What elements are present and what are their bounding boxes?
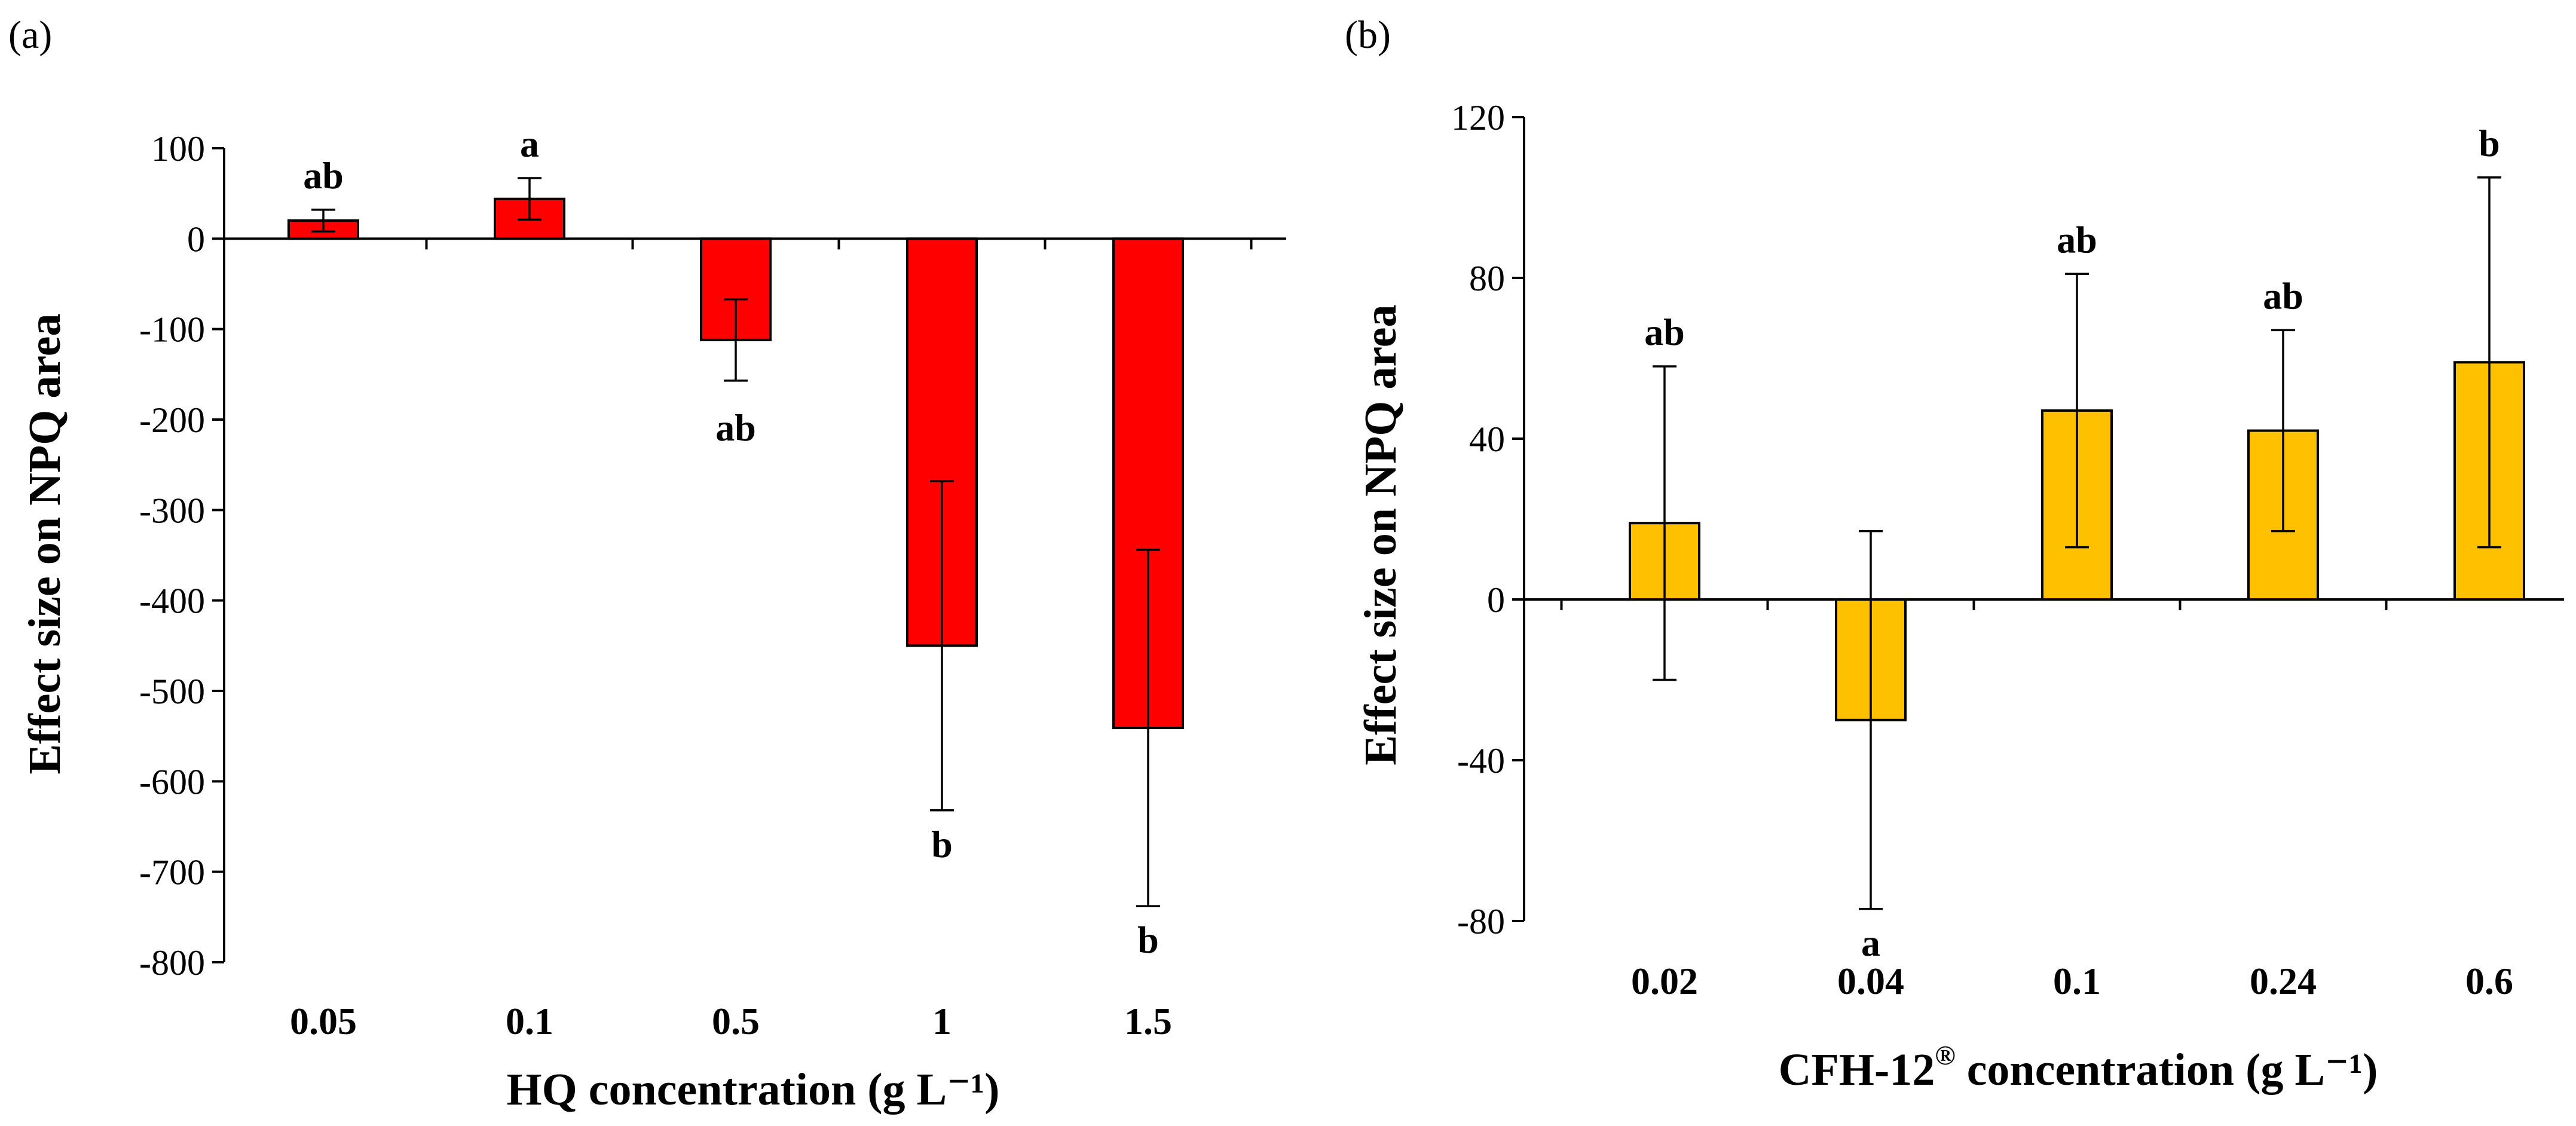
panel-b-category-label: 0.02 (1631, 960, 1698, 1002)
panel-b-y-tick-label: 120 (1451, 98, 1505, 137)
panel-a-category-label: 1.5 (1124, 1000, 1172, 1042)
panel-b-significance-label: ab (2057, 218, 2097, 261)
panel-b-significance-label: a (1861, 922, 1880, 964)
panel-a-y-tick-label: -700 (139, 853, 205, 892)
panel-b-label: (b) (1345, 13, 1391, 57)
panel-b-y-tick-label: -80 (1457, 902, 1505, 941)
panel-b-y-tick-label: 0 (1487, 580, 1505, 620)
panel-b-category-label: 0.24 (2250, 960, 2317, 1002)
panel-a-y-tick-label: 0 (187, 219, 205, 259)
panel-a-significance-label: ab (303, 154, 344, 197)
panel-b-y-tick-label: 40 (1469, 420, 1505, 459)
panel-a-significance-label: b (1137, 919, 1159, 961)
panel-a-y-tick-label: -200 (139, 400, 205, 440)
panel-a-y-tick-label: -100 (139, 310, 205, 350)
panel-a: (a) Effect size on NPQ area HQ concentra… (8, 13, 1286, 1115)
panel-a-y-tick-label: -800 (139, 943, 205, 983)
panel-a-y-tick-label: -300 (139, 491, 205, 530)
panel-a-y-tick-label: -500 (139, 672, 205, 711)
panel-b: (b) Effect size on NPQ area CFH-12® conc… (1345, 13, 2564, 1095)
panel-a-significance-label: a (520, 123, 539, 165)
panel-b-y-tick-label: -40 (1457, 741, 1505, 781)
panel-b-y-tick-label: 80 (1469, 259, 1505, 298)
panel-a-y-tick-label: -400 (139, 582, 205, 621)
panel-b-plot: 120 80 40 0 -40 -80 0.02 ab 0.04a 0.1 ab 0.24 ab 0.6 b (1451, 98, 2564, 1002)
panel-a-significance-label: b (931, 823, 953, 865)
panel-a-y-axis-title: Effect size on NPQ area (20, 313, 70, 774)
panel-b-x-axis-title: CFH-12® concentration (g L⁻¹) (1779, 1040, 2378, 1095)
panel-a-y-tick-label: -600 (139, 762, 205, 801)
panel-a-category-label: 0.5 (712, 1000, 760, 1042)
panel-b-category-label: 0.1 (2053, 960, 2101, 1002)
panel-b-significance-label: ab (2263, 274, 2303, 317)
panel-b-category-label: 0.04 (1837, 960, 1904, 1002)
panel-b-x-axis-title-tail: concentration (g L⁻¹) (1956, 1045, 2378, 1095)
panel-b-y-axis-title: Effect size on NPQ area (1356, 304, 1406, 765)
panel-a-y-tick-label: 100 (151, 129, 205, 169)
panel-a-significance-label: ab (715, 406, 756, 449)
panel-a-category-label: 1 (932, 1000, 952, 1042)
panel-a-plot: 100 0 -100 -200 -300 -400 -500 -600 -700 -800 0.05… (139, 123, 1286, 1042)
panel-b-x-axis-title-sup: ® (1935, 1040, 1955, 1070)
panel-a-label: (a) (8, 13, 52, 57)
panel-b-significance-label: b (2479, 122, 2500, 164)
panel-a-category-label: 0.1 (506, 1000, 553, 1042)
panel-a-category-label: 0.05 (290, 1000, 357, 1042)
panel-b-significance-label: ab (1644, 311, 1685, 353)
panel-b-category-label: 0.6 (2465, 960, 2513, 1002)
panel-b-x-axis-title-main: CFH-12 (1779, 1045, 1935, 1095)
panel-a-x-axis-title: HQ concentration (g L⁻¹) (507, 1064, 1000, 1115)
